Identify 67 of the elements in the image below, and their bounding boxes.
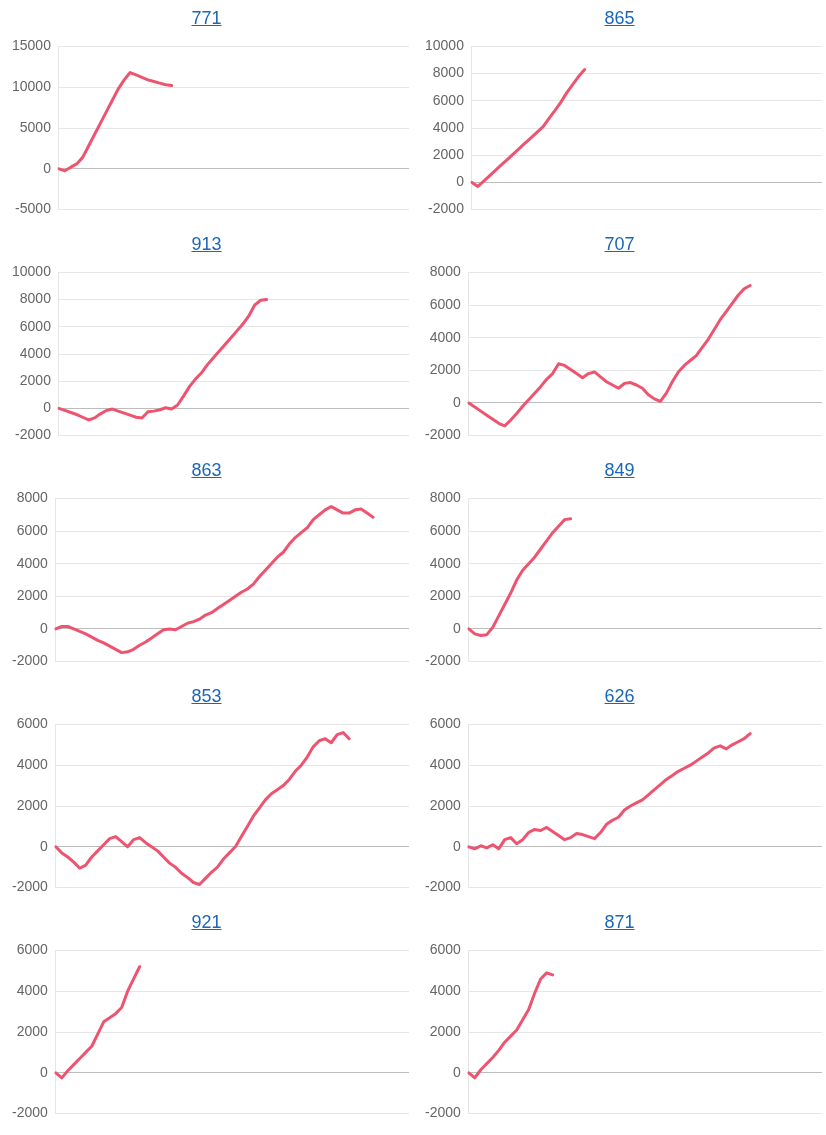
y-tick-label: 5000 <box>19 118 52 135</box>
y-tick-label: 10000 <box>11 78 52 95</box>
chart-title: 871 <box>603 911 636 934</box>
y-tick-label: -2000 <box>428 200 465 217</box>
y-tick-label: 4000 <box>16 982 49 999</box>
y-tick-label: 8000 <box>16 489 49 506</box>
y-tick-label: -2000 <box>11 1104 49 1121</box>
chart-title: 771 <box>190 7 223 30</box>
y-tick-label: 0 <box>456 173 465 190</box>
y-tick-label: -2000 <box>424 426 462 443</box>
y-tick-label: 2000 <box>429 587 462 604</box>
y-tick-label: 0 <box>453 1063 462 1080</box>
y-tick-label: 0 <box>453 619 462 636</box>
y-tick-label: 2000 <box>16 796 49 813</box>
y-tick-label: 2000 <box>429 361 462 378</box>
y-tick-label: 4000 <box>429 328 462 345</box>
y-tick-label: -2000 <box>11 652 49 669</box>
y-tick-label: 0 <box>43 399 52 416</box>
chart-title: 921 <box>190 911 223 934</box>
y-tick-label: 8000 <box>429 263 462 280</box>
y-tick-label: 2000 <box>16 587 49 604</box>
y-tick-label: 2000 <box>429 1022 462 1039</box>
y-tick-label: 15000 <box>11 37 52 54</box>
y-tick-label: 8000 <box>432 64 465 81</box>
y-tick-label: 2000 <box>432 146 465 163</box>
y-tick-label: 4000 <box>19 344 52 361</box>
chart-title: 626 <box>603 685 636 708</box>
y-tick-label: 0 <box>453 393 462 410</box>
chart-title: 853 <box>190 685 223 708</box>
y-tick-label: 2000 <box>19 372 52 389</box>
y-tick-label: 6000 <box>16 521 49 538</box>
y-tick-label: 6000 <box>429 941 462 958</box>
y-tick-label: 10000 <box>424 37 465 54</box>
y-tick-label: 6000 <box>16 941 49 958</box>
y-tick-label: -2000 <box>11 878 49 895</box>
y-tick-label: 0 <box>40 619 49 636</box>
y-tick-label: 6000 <box>432 91 465 108</box>
y-tick-label: 4000 <box>429 982 462 999</box>
y-tick-label: 4000 <box>429 554 462 571</box>
chart-title: 707 <box>603 233 636 256</box>
y-tick-label: 0 <box>40 1063 49 1080</box>
y-tick-label: 6000 <box>429 295 462 312</box>
y-tick-label: 4000 <box>16 756 49 773</box>
chart-title: 865 <box>603 7 636 30</box>
y-tick-label: 6000 <box>429 715 462 732</box>
y-tick-label: 0 <box>40 837 49 854</box>
y-tick-label: 4000 <box>16 554 49 571</box>
y-tick-label: 6000 <box>16 715 49 732</box>
y-tick-label: 2000 <box>16 1022 49 1039</box>
chart-title: 863 <box>190 459 223 482</box>
y-tick-label: 0 <box>43 159 52 176</box>
y-tick-label: 4000 <box>429 756 462 773</box>
y-tick-label: 6000 <box>19 317 52 334</box>
y-tick-label: -2000 <box>424 1104 462 1121</box>
y-tick-label: 8000 <box>429 489 462 506</box>
y-tick-label: 0 <box>453 837 462 854</box>
chart-title: 913 <box>190 233 223 256</box>
y-tick-label: -5000 <box>15 200 52 217</box>
y-tick-label: 10000 <box>11 263 52 280</box>
y-tick-label: -2000 <box>424 652 462 669</box>
y-tick-label: 4000 <box>432 118 465 135</box>
y-tick-label: 6000 <box>429 521 462 538</box>
y-tick-label: 8000 <box>19 290 52 307</box>
y-tick-label: -2000 <box>424 878 462 895</box>
y-tick-label: 2000 <box>429 796 462 813</box>
chart-title: 849 <box>603 459 636 482</box>
y-tick-label: -2000 <box>15 426 52 443</box>
